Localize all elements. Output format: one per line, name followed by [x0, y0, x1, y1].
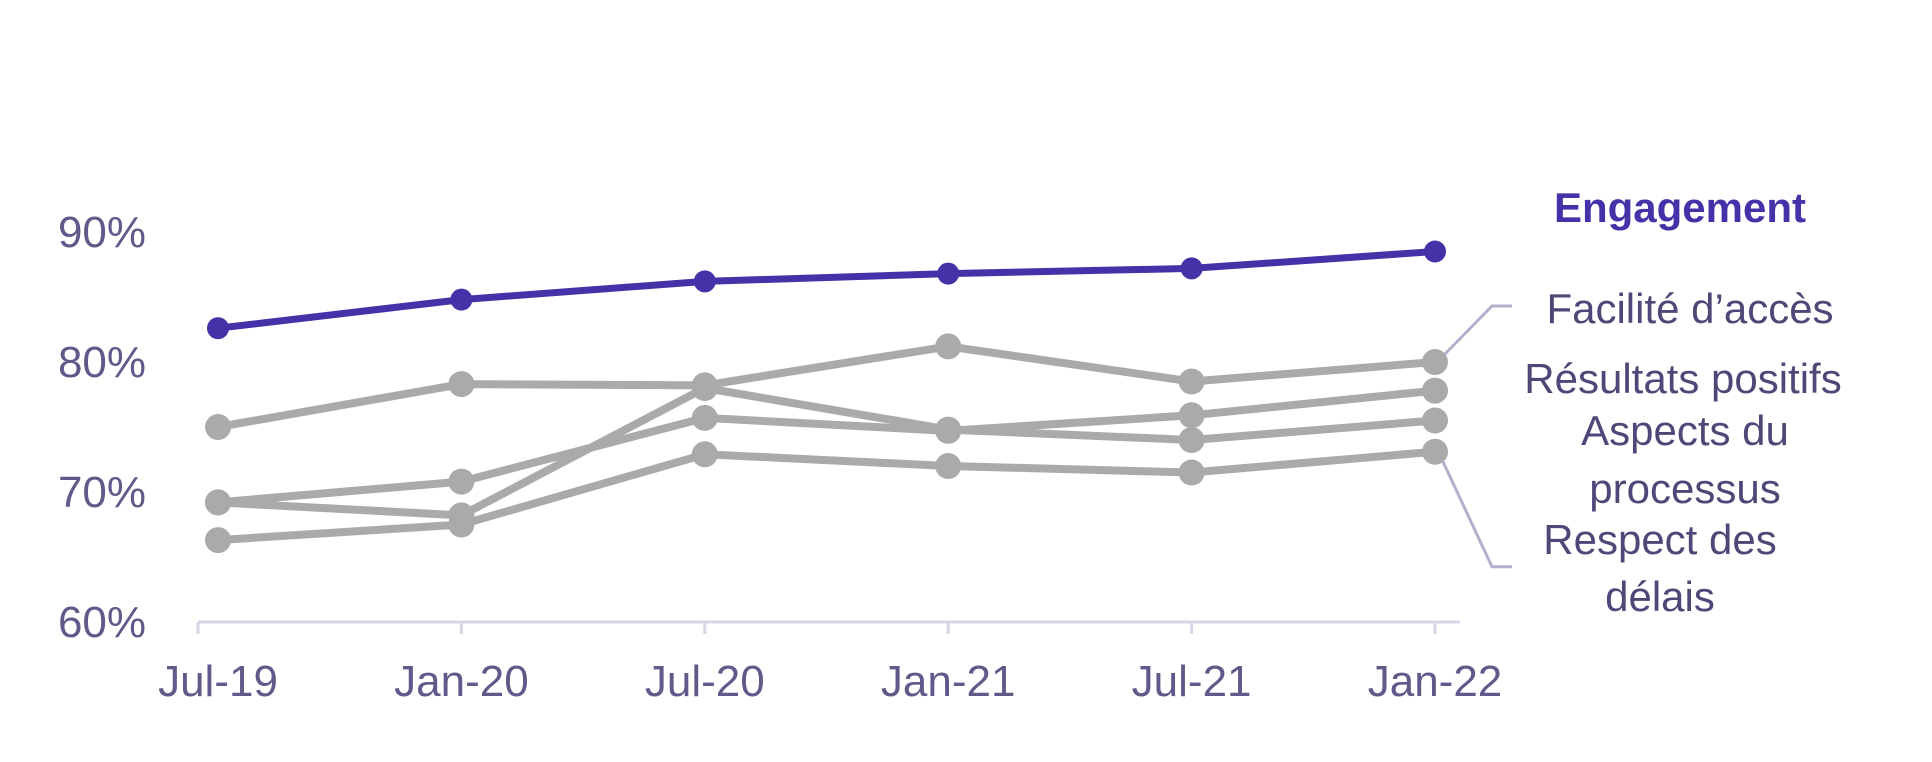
data-point-aspects-du-processus: [691, 375, 718, 401]
series-label-aspects-du-processus-line2: processus: [1589, 465, 1780, 512]
label-leader-lines: [1441, 304, 1512, 569]
data-point-respect-des-delais: [1422, 438, 1448, 465]
series-label-aspects-du-processus-line1: Aspects du: [1581, 407, 1789, 454]
x-axis-tick-labels: Jul-19 Jan-20 Jul-20 Jan-21 Jul-21 Jan-22: [158, 657, 1502, 706]
data-point-aspects-du-processus: [205, 489, 231, 516]
x-tick-label: Jan-21: [881, 657, 1016, 706]
data-point-aspects-du-processus: [1422, 407, 1448, 434]
series-line-aspects-du-processus: [214, 384, 1439, 520]
data-point-respect-des-delais: [1178, 459, 1205, 486]
series-line-resultats-positifs: [214, 386, 1439, 507]
data-point-resultats-positifs: [448, 468, 475, 495]
y-tick-label: 90%: [58, 208, 146, 257]
data-point-engagement: [937, 262, 960, 285]
data-point-facilite-d-acces: [448, 371, 475, 398]
x-tick-label: Jul-20: [645, 657, 765, 706]
x-tick-label: Jul-21: [1132, 657, 1252, 706]
data-point-aspects-du-processus: [1178, 427, 1205, 453]
series-line-facilite-d-acces: [214, 342, 1439, 431]
data-point-respect-des-delais: [691, 441, 718, 468]
data-point-respect-des-delais: [205, 527, 231, 554]
data-point-facilite-d-acces: [1422, 349, 1448, 375]
leader-line-facilite-d-acces: [1443, 304, 1512, 356]
y-tick-label: 70%: [58, 468, 146, 517]
data-point-facilite-d-acces: [935, 333, 962, 360]
series-label-resultats-positifs: Résultats positifs: [1524, 355, 1841, 402]
series-labels: Engagement Facilité d’accès Résultats po…: [1524, 184, 1841, 620]
data-point-resultats-positifs: [1178, 402, 1205, 429]
data-point-resultats-positifs: [1422, 377, 1448, 404]
data-point-resultats-positifs: [691, 404, 718, 431]
x-tick-label: Jul-19: [158, 657, 278, 706]
y-tick-label: 60%: [58, 598, 146, 647]
series-label-respect-des-delais-line1: Respect des: [1543, 516, 1776, 563]
series-label-respect-des-delais-line2: délais: [1605, 573, 1715, 620]
data-point-engagement: [1180, 257, 1203, 280]
series-label-engagement: Engagement: [1554, 184, 1806, 231]
y-axis-tick-labels: 60% 70% 80% 90%: [58, 208, 146, 647]
x-tick-label: Jan-22: [1368, 657, 1503, 706]
data-point-engagement: [207, 317, 229, 340]
x-tick-label: Jan-20: [394, 657, 529, 706]
series-label-facilite-d-acces: Facilité d’accès: [1546, 285, 1833, 332]
data-point-aspects-du-processus: [935, 416, 962, 443]
data-point-facilite-d-acces: [205, 414, 231, 440]
series-line-respect-des-delais: [214, 447, 1439, 545]
data-point-engagement: [1424, 240, 1446, 263]
series-lines: [214, 248, 1439, 545]
y-tick-label: 80%: [58, 338, 146, 387]
series-line-engagement: [214, 248, 1439, 332]
data-point-respect-des-delais: [448, 511, 475, 538]
data-point-respect-des-delais: [935, 453, 962, 479]
data-point-facilite-d-acces: [1178, 368, 1205, 395]
leader-line-respect-des-delais: [1441, 461, 1512, 569]
data-point-engagement: [693, 270, 716, 293]
chart-axes: [196, 620, 1460, 634]
series-points: [205, 240, 1448, 554]
data-point-engagement: [450, 288, 473, 311]
